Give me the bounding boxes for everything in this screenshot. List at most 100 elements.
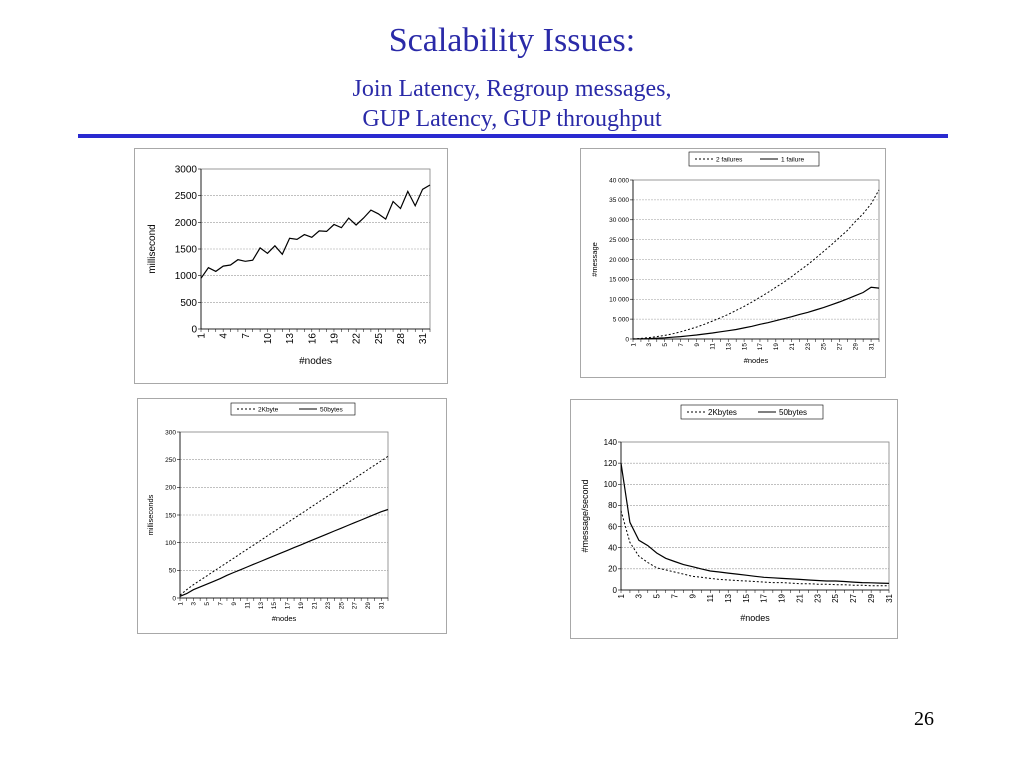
x-tick-label: 5 <box>653 593 662 598</box>
y-tick-label: 1000 <box>175 271 198 282</box>
x-tick-label: 11 <box>706 593 715 602</box>
y-tick-label: 0 <box>172 595 176 602</box>
y-axis-label: milliseconds <box>146 494 155 535</box>
x-tick-label: 9 <box>688 593 697 598</box>
y-tick-label: 500 <box>180 298 197 309</box>
x-tick-label: 31 <box>868 343 875 351</box>
slide-subtitle-line2: GUP Latency, GUP throughput <box>362 106 662 132</box>
y-tick-label: 150 <box>165 512 176 519</box>
x-tick-label: 28 <box>396 333 407 345</box>
x-tick-label: 16 <box>307 333 318 345</box>
x-tick-label: 23 <box>805 343 812 351</box>
x-axis-label: #nodes <box>744 356 769 365</box>
y-tick-label: 0 <box>191 325 197 336</box>
x-tick-label: 19 <box>329 333 340 345</box>
legend-label: 50bytes <box>320 406 344 413</box>
x-tick-label: 19 <box>778 593 787 602</box>
x-tick-label: 9 <box>231 602 238 606</box>
slide-subtitle-line1: Join Latency, Regroup messages, <box>352 76 672 102</box>
x-tick-label: 1 <box>177 602 184 606</box>
x-tick-label: 25 <box>338 602 345 610</box>
x-tick-label: 25 <box>821 343 828 351</box>
chart-gup-throughput: 0 20 40 60 80 100 120 140 1 3 5 7 9 11 13 15 17 19 21 23 25 2… <box>570 399 898 639</box>
x-tick-label: 7 <box>218 602 225 606</box>
x-tick-label: 27 <box>837 343 844 351</box>
x-tick-label: 23 <box>325 602 332 610</box>
x-tick-label: 5 <box>662 343 669 347</box>
legend-label: 2Kbytes <box>708 408 737 417</box>
page-number: 26 <box>914 708 934 730</box>
y-tick-label: 0 <box>613 586 618 595</box>
y-tick-label: 2500 <box>175 191 198 202</box>
x-tick-label: 29 <box>852 343 859 351</box>
x-tick-label: 13 <box>258 602 265 610</box>
x-tick-label: 17 <box>285 602 292 610</box>
series-line <box>179 508 389 597</box>
y-tick-label: 300 <box>165 429 176 436</box>
plot-area <box>620 441 890 591</box>
x-tick-label: 21 <box>311 602 318 610</box>
legend-box <box>680 404 824 420</box>
y-tick-label: 20 000 <box>609 257 629 264</box>
x-tick-label: 13 <box>285 333 296 345</box>
x-tick-label: 13 <box>724 593 733 602</box>
x-tick-label: 17 <box>760 593 769 602</box>
x-tick-label: 5 <box>204 602 211 606</box>
x-tick-label: 29 <box>365 602 372 610</box>
y-tick-label: 250 <box>165 457 176 464</box>
x-tick-label: 31 <box>418 333 429 345</box>
y-tick-label: 100 <box>604 480 618 489</box>
x-tick-label: 3 <box>635 593 644 598</box>
y-tick-label: 15 000 <box>609 277 629 284</box>
chart-regroup-messages-svg: 0 5 000 10 000 15 000 20 000 25 000 30 000 35 0… <box>590 151 880 365</box>
x-tick-label: 23 <box>813 593 822 602</box>
x-axis-label: #nodes <box>272 614 297 623</box>
x-tick-label: 17 <box>757 343 764 351</box>
x-tick-label: 25 <box>374 333 385 345</box>
legend-label: 2Kbyte <box>258 406 279 413</box>
y-tick-label: 5 000 <box>613 316 630 323</box>
title-divider <box>78 134 948 138</box>
series-line <box>179 455 389 596</box>
y-axis-label: #message <box>590 242 599 277</box>
x-tick-label: 22 <box>352 333 363 345</box>
y-tick-label: 3000 <box>175 165 198 176</box>
y-tick-label: 60 <box>608 522 617 531</box>
x-tick-label: 1 <box>617 593 626 598</box>
x-tick-label: 3 <box>646 343 653 347</box>
x-tick-label: 7 <box>670 593 679 598</box>
slide-subtitle: Join Latency, Regroup messages, GUP Late… <box>0 74 1024 134</box>
x-tick-label: 27 <box>849 593 858 602</box>
x-tick-label: 1 <box>197 333 208 339</box>
y-tick-label: 10 000 <box>609 297 629 304</box>
y-tick-label: 35 000 <box>609 197 629 204</box>
x-tick-label: 1 <box>630 343 637 347</box>
x-tick-label: 11 <box>244 602 251 609</box>
legend-label: 2 failures <box>716 156 743 163</box>
legend-box <box>688 151 820 167</box>
x-tick-label: 11 <box>710 343 717 350</box>
x-tick-label: 7 <box>241 333 252 339</box>
y-tick-label: 120 <box>604 459 618 468</box>
y-tick-label: 2000 <box>175 218 198 229</box>
x-tick-label: 21 <box>789 343 796 351</box>
y-tick-label: 80 <box>608 501 617 510</box>
x-tick-label: 3 <box>191 602 198 606</box>
y-tick-label: 40 <box>608 544 617 553</box>
legend-label: 1 failure <box>781 156 805 163</box>
y-tick-label: 100 <box>165 540 176 547</box>
x-axis-label: #nodes <box>299 356 332 367</box>
legend-label: 50bytes <box>779 408 807 417</box>
x-tick-label: 31 <box>379 602 386 610</box>
y-tick-label: 200 <box>165 485 176 492</box>
x-tick-label: 27 <box>352 602 359 610</box>
x-tick-label: 7 <box>678 343 685 347</box>
chart-join-latency-svg: 0 500 1000 1500 2000 2500 3000 1 4 7 10 13 16 19 22 25 2… <box>147 165 431 367</box>
y-tick-label: 40 000 <box>609 177 629 184</box>
legend-box <box>230 402 356 416</box>
chart-gup-latency: 0 50 100 150 200 250 300 1 3 5 7 9 11 13 15 17 19 21 23 25 2… <box>137 398 447 634</box>
series-line <box>632 189 880 340</box>
x-tick-label: 15 <box>271 602 278 610</box>
